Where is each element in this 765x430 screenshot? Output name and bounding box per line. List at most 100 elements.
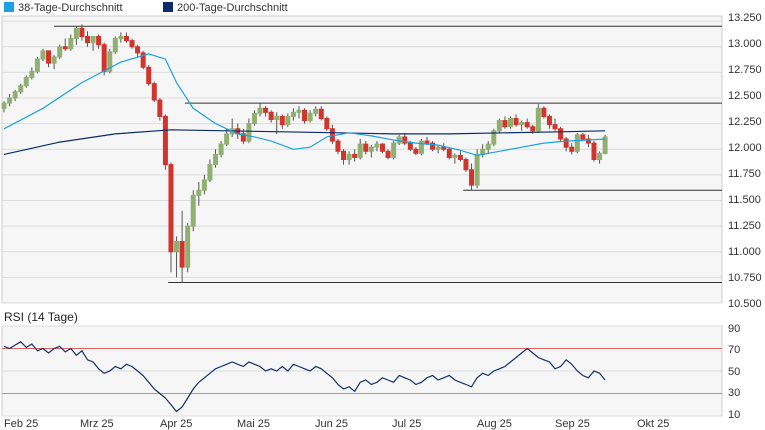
candle-body — [151, 83, 157, 101]
candle-body — [541, 107, 547, 117]
y-tick-label: 12.750 — [728, 64, 762, 76]
rsi-series — [3, 341, 606, 413]
legend-label-sma38: 38-Tage-Durchschnitt — [18, 2, 123, 14]
candle-body — [251, 112, 257, 125]
x-tick-label: Jun 25 — [315, 418, 348, 430]
candle-body — [591, 142, 597, 161]
y-tick-label: 11.250 — [728, 220, 761, 232]
candle-body — [502, 120, 508, 128]
rsi-y-axis: 90 70 50 30 10 — [728, 323, 740, 421]
candle-body — [62, 46, 68, 50]
candle-body — [424, 140, 430, 144]
x-axis: Feb 25 Mrz 25 Apr 25 Mai 25 Jun 25 Jul 2… — [4, 418, 669, 430]
candle-body — [218, 143, 224, 155]
candle-body — [546, 115, 552, 126]
candle-body — [190, 194, 196, 227]
candle-body — [1, 102, 7, 109]
moving-average-lines — [3, 53, 606, 157]
candle-body — [491, 130, 497, 145]
rsi-panel-title: RSI (14 Tage) — [4, 310, 78, 324]
candle-body — [580, 134, 586, 140]
candle-body — [268, 111, 274, 121]
y-tick-label: 12.250 — [728, 116, 762, 128]
y-tick-label: 11.500 — [728, 194, 761, 206]
candle-body — [519, 122, 525, 126]
candle-body — [357, 143, 363, 158]
candle-body — [485, 143, 491, 150]
candle-body — [296, 109, 302, 113]
candle-body — [469, 169, 475, 186]
candle-body — [474, 153, 480, 186]
x-tick-label: Mai 25 — [237, 418, 270, 430]
candle-body — [597, 152, 603, 161]
candle-body — [457, 154, 463, 160]
candle-body — [602, 136, 608, 154]
rsi-tick-label: 70 — [728, 344, 740, 356]
candle-body — [162, 115, 168, 166]
candle-body — [313, 108, 319, 114]
y-tick-label: 13.000 — [728, 38, 762, 50]
candle-body — [307, 112, 313, 122]
candle-body — [418, 140, 424, 154]
candle-body — [513, 118, 519, 126]
candle-body — [123, 36, 129, 42]
candle-body — [402, 136, 408, 144]
candle-body — [346, 153, 352, 160]
candle-body — [107, 51, 113, 72]
y-tick-label: 10.750 — [728, 272, 762, 284]
price-y-axis: 13.250 13.000 12.750 12.500 12.250 12.00… — [728, 12, 762, 310]
candle-body — [179, 241, 185, 268]
candle-body — [112, 38, 118, 53]
candle-body — [34, 58, 40, 72]
candle-body — [352, 153, 358, 158]
candle-body — [7, 97, 13, 104]
candle-body — [324, 118, 330, 130]
candle-body — [430, 142, 436, 150]
candle-body — [452, 154, 458, 158]
candle-body — [213, 153, 219, 166]
candle-body — [379, 143, 385, 152]
legend-swatch-sma38 — [4, 2, 14, 12]
legend: 38-Tage-Durchschnitt 200-Tage-Durchschni… — [4, 2, 288, 14]
candle-body — [40, 50, 46, 60]
candle-body — [435, 146, 441, 150]
candle-body — [341, 150, 347, 161]
y-tick-label: 11.750 — [728, 168, 761, 180]
rsi-gridlines — [2, 325, 722, 417]
candle-body — [57, 46, 63, 58]
candle-body — [574, 134, 580, 152]
candle-body — [558, 128, 564, 140]
candle-body — [335, 140, 341, 152]
x-tick-label: Sep 25 — [555, 418, 590, 430]
sma200-line — [3, 129, 606, 155]
candle-body — [374, 143, 380, 148]
candle-body — [446, 148, 452, 158]
y-tick-label: 12.500 — [728, 90, 762, 102]
candle-body — [146, 66, 152, 85]
candle-body — [174, 241, 180, 253]
candle-body — [157, 99, 163, 117]
candle-body — [79, 27, 85, 37]
candle-body — [196, 189, 202, 196]
candle-body — [563, 138, 569, 148]
y-tick-label: 10.500 — [728, 298, 762, 310]
candle-body — [18, 85, 24, 93]
candle-body — [51, 56, 57, 64]
candle-body — [530, 126, 536, 132]
rsi-tick-label: 10 — [728, 409, 740, 421]
candle-body — [129, 40, 135, 48]
candle-body — [279, 115, 285, 126]
candle-body — [363, 143, 369, 152]
candle-body — [29, 70, 35, 78]
candle-body — [84, 36, 90, 44]
candle-body — [224, 133, 230, 145]
rsi-tick-label: 50 — [728, 366, 740, 378]
candle-body — [118, 36, 124, 40]
candle-body — [318, 108, 324, 120]
sma38-line — [3, 53, 606, 157]
x-tick-label: Jul 25 — [392, 418, 421, 430]
candle-body — [263, 107, 269, 113]
x-tick-label: Aug 25 — [477, 418, 512, 430]
candle-body — [12, 91, 18, 99]
